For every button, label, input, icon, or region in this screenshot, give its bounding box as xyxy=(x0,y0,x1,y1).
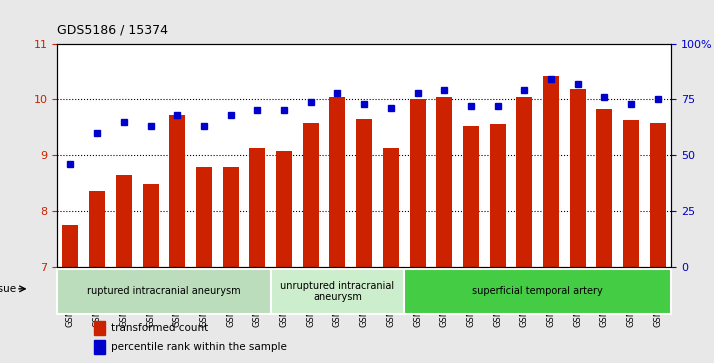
Bar xyxy=(94,321,105,335)
Text: transformed count: transformed count xyxy=(111,323,208,333)
Bar xyxy=(249,148,266,363)
Bar xyxy=(490,125,506,363)
Text: tissue: tissue xyxy=(0,284,17,294)
Bar xyxy=(463,126,479,363)
Bar xyxy=(223,167,238,363)
Bar xyxy=(169,115,185,363)
Bar xyxy=(89,191,105,363)
Bar xyxy=(143,184,159,363)
Text: percentile rank within the sample: percentile rank within the sample xyxy=(111,342,287,352)
Bar xyxy=(516,97,533,363)
Bar xyxy=(383,148,399,363)
Bar xyxy=(329,97,346,363)
Bar xyxy=(410,99,426,363)
Bar xyxy=(623,121,639,363)
Bar xyxy=(650,123,666,363)
Bar xyxy=(271,269,404,314)
Bar xyxy=(303,123,318,363)
Bar xyxy=(62,225,79,363)
Text: GDS5186 / 15374: GDS5186 / 15374 xyxy=(57,24,168,37)
Bar xyxy=(196,167,212,363)
Bar xyxy=(404,269,671,314)
Bar xyxy=(436,97,452,363)
Text: unruptured intracranial
aneurysm: unruptured intracranial aneurysm xyxy=(281,281,395,302)
Bar xyxy=(543,76,559,363)
Bar xyxy=(276,151,292,363)
Bar xyxy=(116,175,132,363)
Bar xyxy=(356,119,372,363)
Bar xyxy=(57,269,271,314)
Text: superficial temporal artery: superficial temporal artery xyxy=(472,286,603,296)
Bar xyxy=(596,109,613,363)
Bar xyxy=(94,340,105,354)
Text: ruptured intracranial aneurysm: ruptured intracranial aneurysm xyxy=(87,286,241,296)
Bar xyxy=(570,89,585,363)
